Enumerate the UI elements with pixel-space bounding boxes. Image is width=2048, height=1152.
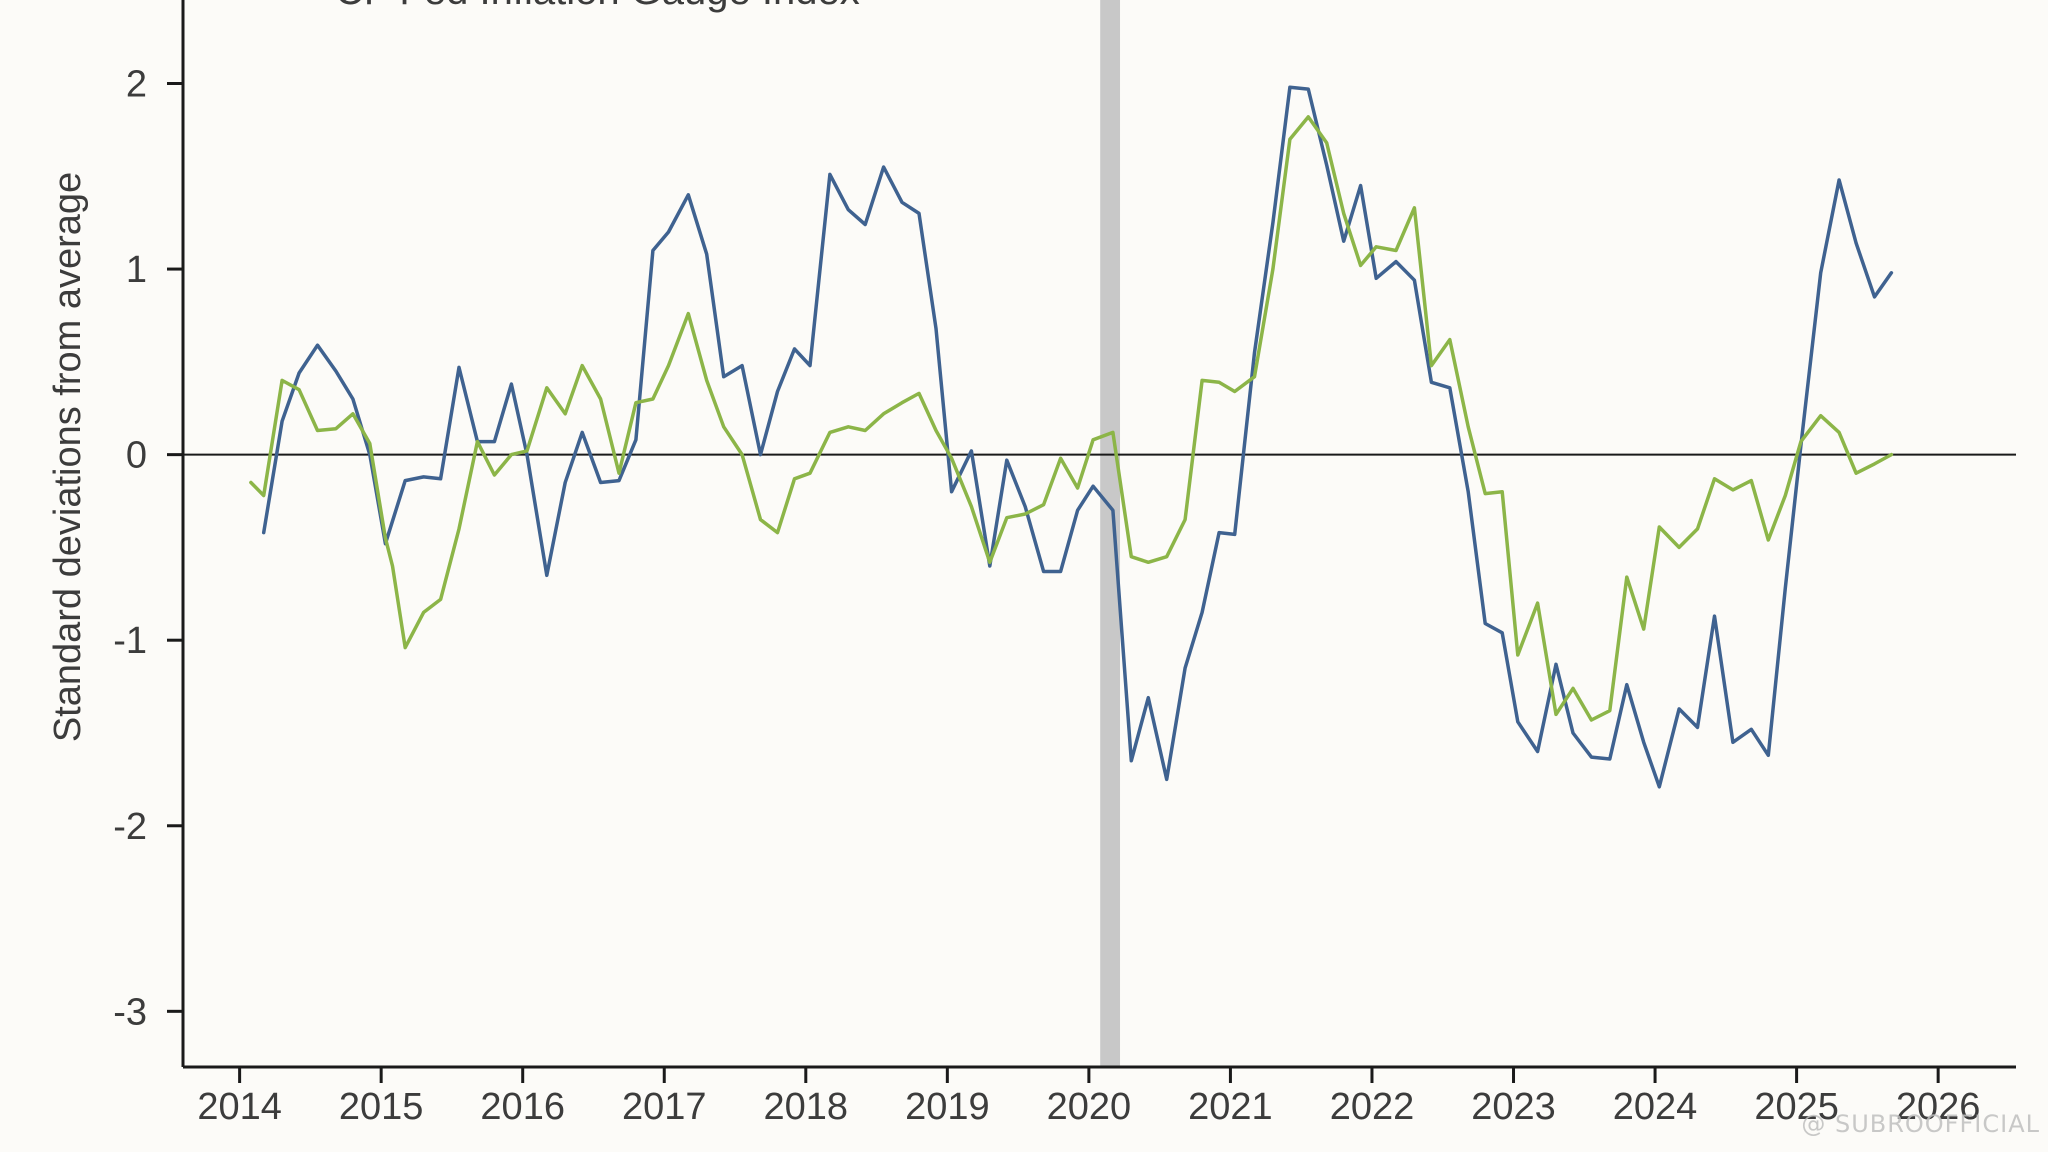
chart-title: CF Fed Inflation Gauge Index [335, 0, 860, 13]
x-tick-label: 2017 [622, 1086, 707, 1128]
y-axis-title: Standard deviations from average [47, 172, 89, 742]
y-tick-label: 1 [126, 249, 147, 291]
series-line-2 [249, 115, 1894, 722]
x-tick-label: 2016 [480, 1086, 565, 1128]
x-tick-label: 2015 [339, 1086, 424, 1128]
recession-band-layer [1100, 0, 1121, 1067]
x-tick-label: 2022 [1330, 1086, 1415, 1128]
y-tick-label: -2 [113, 806, 147, 848]
y-tick-label: -3 [113, 991, 147, 1033]
x-tick-label: 2026 [1896, 1086, 1981, 1128]
y-tick-label: 2 [126, 64, 147, 106]
x-tick-label: 2025 [1754, 1086, 1839, 1128]
recession-band [1100, 0, 1121, 1067]
series-layer [249, 85, 1894, 789]
x-tick-label: 2014 [197, 1086, 282, 1128]
x-tick-label: 2019 [905, 1086, 990, 1128]
watermark-text: @ SUBROOFFICIAL [1801, 1110, 2040, 1138]
series-line-1 [261, 85, 1894, 789]
axes-layer [167, 0, 2016, 1083]
y-tick-label: 0 [126, 435, 147, 477]
y-tick-label: -1 [113, 620, 147, 662]
labels-layer: 2 1 0 -1 -2 -3 2014 2015 2016 2017 2018 2019 2020 202… [47, 0, 1980, 1128]
x-tick-label: 2020 [1047, 1086, 1132, 1128]
x-tick-label: 2024 [1613, 1086, 1698, 1128]
x-tick-label: 2021 [1188, 1086, 1273, 1128]
x-tick-label: 2023 [1471, 1086, 1556, 1128]
x-tick-label: 2018 [764, 1086, 849, 1128]
